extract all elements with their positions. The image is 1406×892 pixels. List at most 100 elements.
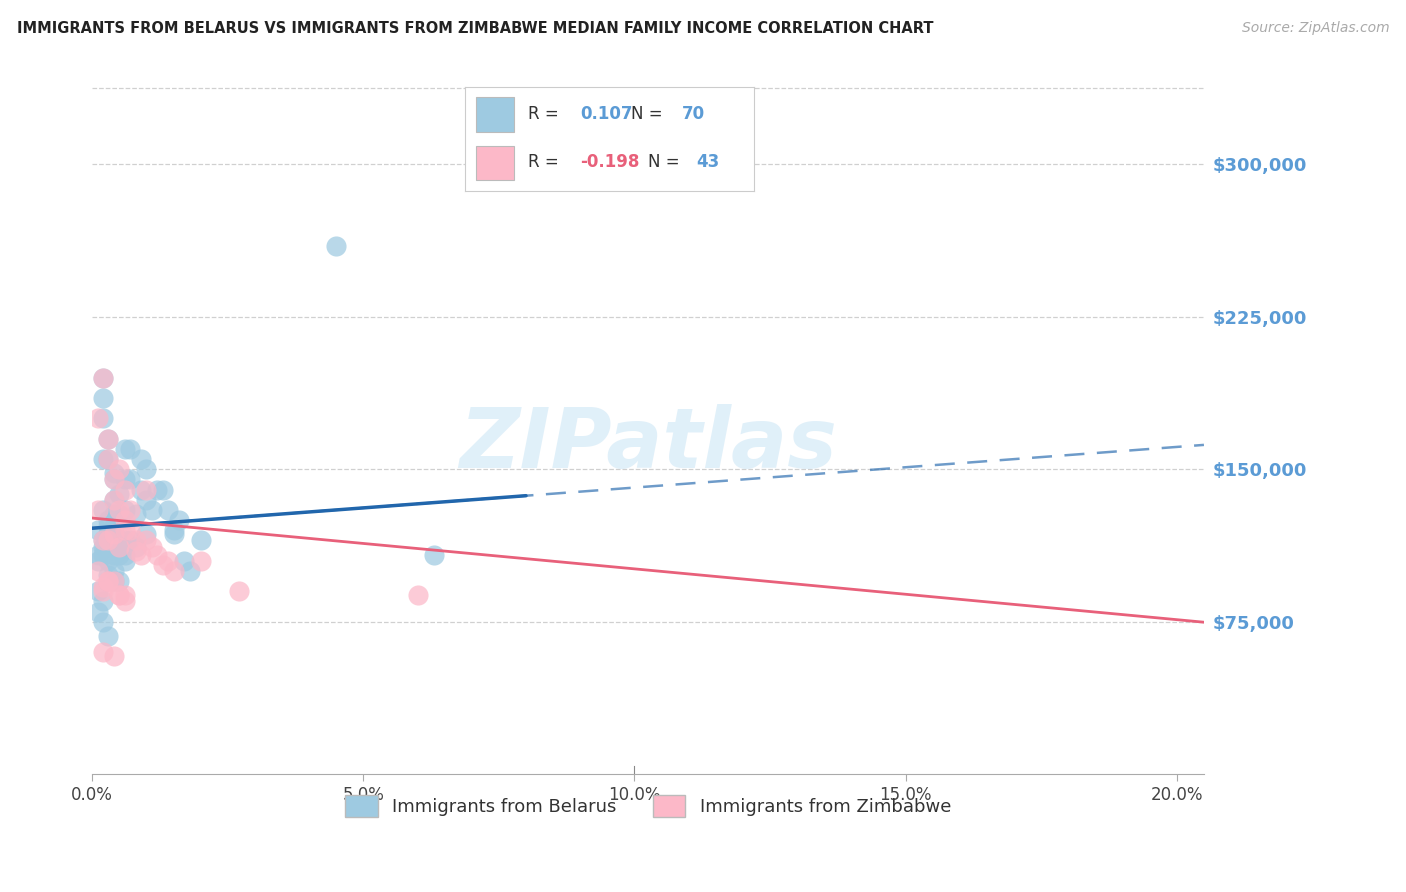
- Point: [114, 513, 136, 527]
- Point: [423, 548, 446, 562]
- Point: [91, 594, 114, 608]
- Point: [325, 238, 347, 252]
- Point: [108, 462, 131, 476]
- Point: [152, 558, 174, 572]
- Point: [86, 548, 108, 562]
- Point: [157, 554, 180, 568]
- Point: [103, 472, 125, 486]
- Point: [91, 371, 114, 385]
- Point: [141, 503, 163, 517]
- Point: [179, 564, 201, 578]
- Point: [86, 605, 108, 619]
- Point: [86, 503, 108, 517]
- Point: [97, 513, 120, 527]
- Point: [120, 523, 142, 537]
- Point: [103, 467, 125, 481]
- Point: [91, 391, 114, 405]
- Point: [146, 483, 169, 497]
- Point: [124, 540, 146, 554]
- Text: Source: ZipAtlas.com: Source: ZipAtlas.com: [1241, 21, 1389, 35]
- Point: [108, 540, 131, 554]
- Point: [135, 492, 157, 507]
- Point: [103, 564, 125, 578]
- Point: [86, 523, 108, 537]
- Point: [103, 527, 125, 541]
- Point: [108, 486, 131, 500]
- Point: [97, 574, 120, 588]
- Point: [114, 548, 136, 562]
- Point: [97, 629, 120, 643]
- Point: [97, 452, 120, 467]
- Point: [108, 543, 131, 558]
- Point: [135, 533, 157, 548]
- Point: [103, 507, 125, 521]
- Point: [120, 442, 142, 456]
- Point: [97, 432, 120, 446]
- Point: [108, 574, 131, 588]
- Point: [114, 588, 136, 602]
- Point: [103, 492, 125, 507]
- Point: [97, 533, 120, 548]
- Point: [86, 564, 108, 578]
- Point: [152, 483, 174, 497]
- Point: [97, 533, 120, 548]
- Point: [114, 483, 136, 497]
- Point: [124, 543, 146, 558]
- Point: [86, 411, 108, 425]
- Point: [91, 645, 114, 659]
- Point: [120, 503, 142, 517]
- Point: [114, 442, 136, 456]
- Point: [135, 483, 157, 497]
- Point: [91, 533, 114, 548]
- Point: [91, 411, 114, 425]
- Point: [120, 472, 142, 486]
- Point: [190, 554, 212, 568]
- Point: [114, 554, 136, 568]
- Point: [103, 574, 125, 588]
- Point: [97, 527, 120, 541]
- Point: [91, 503, 114, 517]
- Point: [97, 519, 120, 533]
- Point: [108, 548, 131, 562]
- Point: [135, 527, 157, 541]
- Point: [190, 533, 212, 548]
- Point: [103, 472, 125, 486]
- Point: [108, 537, 131, 551]
- Point: [129, 483, 152, 497]
- Point: [162, 523, 184, 537]
- Point: [167, 513, 190, 527]
- Point: [124, 533, 146, 548]
- Point: [91, 615, 114, 629]
- Point: [91, 452, 114, 467]
- Point: [129, 452, 152, 467]
- Point: [114, 594, 136, 608]
- Point: [120, 533, 142, 548]
- Point: [103, 548, 125, 562]
- Point: [91, 540, 114, 554]
- Point: [97, 568, 120, 582]
- Point: [86, 584, 108, 599]
- Point: [108, 533, 131, 548]
- Point: [103, 574, 125, 588]
- Point: [108, 507, 131, 521]
- Point: [108, 503, 131, 517]
- Point: [146, 548, 169, 562]
- Point: [114, 503, 136, 517]
- Point: [108, 588, 131, 602]
- Point: [157, 503, 180, 517]
- Point: [91, 371, 114, 385]
- Point: [124, 507, 146, 521]
- Point: [173, 554, 195, 568]
- Point: [103, 492, 125, 507]
- Point: [103, 527, 125, 541]
- Point: [91, 580, 114, 594]
- Point: [141, 540, 163, 554]
- Point: [108, 513, 131, 527]
- Point: [114, 523, 136, 537]
- Text: IMMIGRANTS FROM BELARUS VS IMMIGRANTS FROM ZIMBABWE MEDIAN FAMILY INCOME CORRELA: IMMIGRANTS FROM BELARUS VS IMMIGRANTS FR…: [17, 21, 934, 36]
- Point: [135, 462, 157, 476]
- Point: [86, 554, 108, 568]
- Point: [162, 527, 184, 541]
- Point: [162, 564, 184, 578]
- Point: [108, 588, 131, 602]
